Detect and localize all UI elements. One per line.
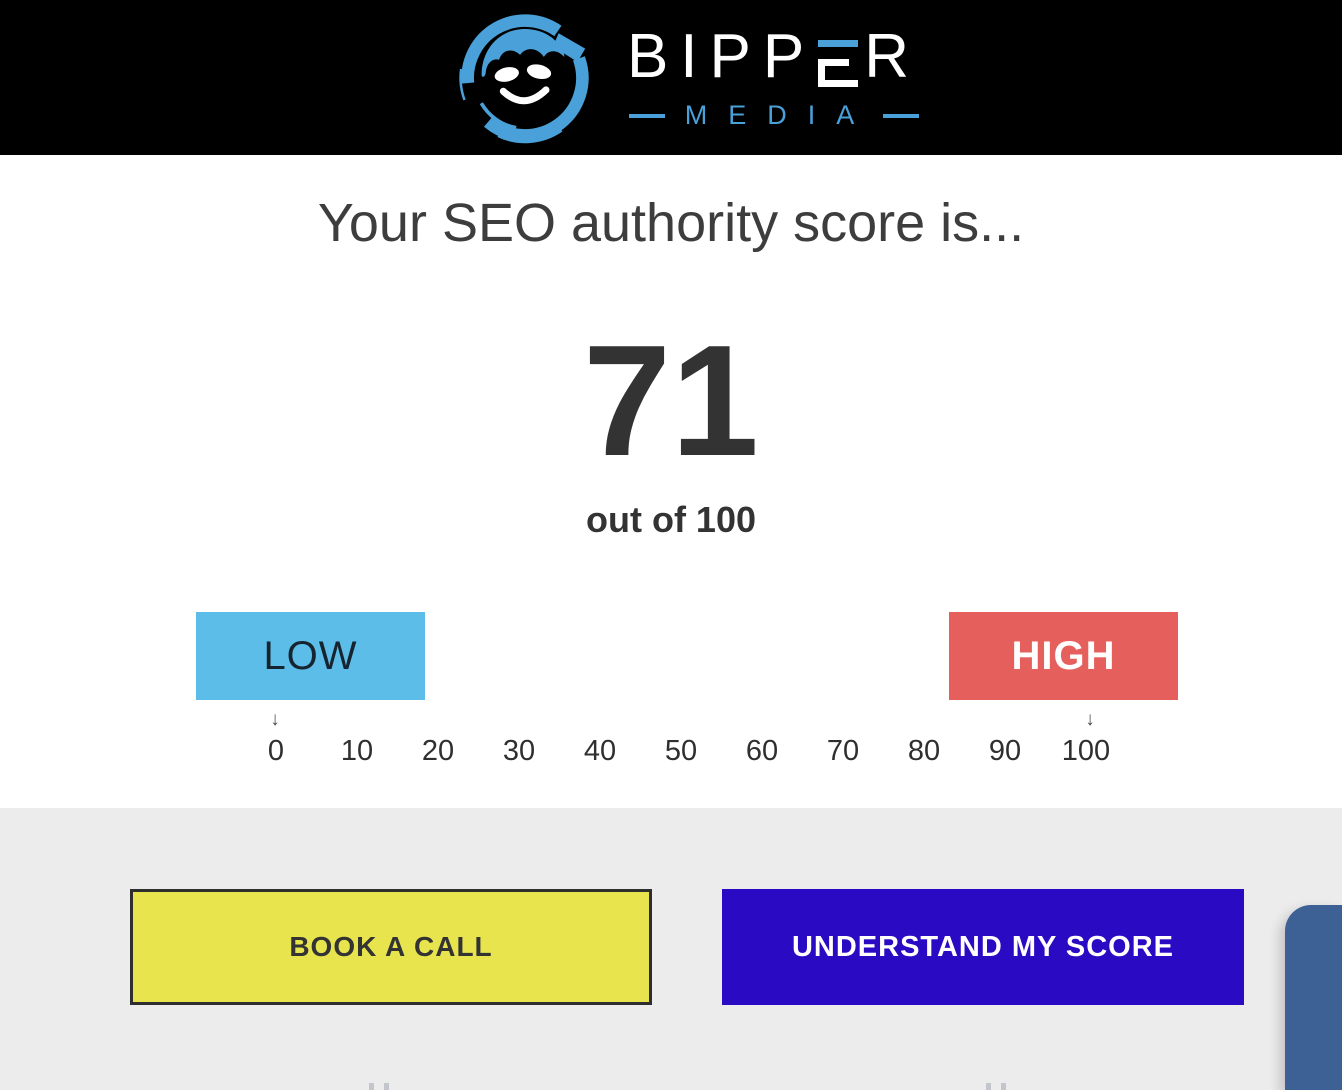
brand-subtitle: MEDIA xyxy=(684,100,876,130)
scale-tick: 60 xyxy=(745,735,779,767)
brand-name-suffix: R xyxy=(864,22,922,91)
scale-tick: 100 xyxy=(1061,735,1111,767)
subtitle-right-dash xyxy=(883,113,920,118)
cutoff-content-artifact xyxy=(369,1083,389,1090)
score-scale: LOW HIGH ↓ ↓ 0 10 20 30 40 50 60 70 80 9… xyxy=(196,612,1178,772)
logo-letter-e-icon xyxy=(818,40,859,87)
book-call-button[interactable]: BOOK A CALL xyxy=(130,889,652,1005)
score-heading: Your SEO authority score is... xyxy=(317,193,1025,253)
scale-tick: 90 xyxy=(988,735,1022,767)
subtitle-left-dash xyxy=(628,113,665,118)
scale-tick: 50 xyxy=(664,735,698,767)
brand-wordmark: BIPP R MEDIA xyxy=(627,26,921,129)
scale-tick: 10 xyxy=(340,735,374,767)
side-widget-tab[interactable] xyxy=(1285,905,1342,1090)
scale-ticks: 0 10 20 30 40 50 60 70 80 90 100 xyxy=(245,735,1117,768)
scale-tick: 30 xyxy=(502,735,536,767)
scale-tick: 0 xyxy=(267,735,285,767)
scale-tick: 70 xyxy=(826,735,860,767)
brand-subtitle-row: MEDIA xyxy=(628,100,920,130)
site-header: BIPP R MEDIA xyxy=(0,0,1342,155)
scale-tick: 80 xyxy=(907,735,941,767)
high-badge: HIGH xyxy=(949,612,1178,700)
score-caption: out of 100 xyxy=(585,499,756,540)
logo-face-icon xyxy=(459,13,589,143)
low-badge: LOW xyxy=(196,612,425,700)
score-value: 71 xyxy=(583,313,759,489)
scale-tick: 40 xyxy=(583,735,617,767)
scale-arrow-min-icon: ↓ xyxy=(270,709,280,730)
brand-name: BIPP R xyxy=(627,26,921,88)
understand-score-button[interactable]: UNDERSTAND MY SCORE xyxy=(722,889,1244,1005)
scale-tick: 20 xyxy=(421,735,455,767)
scale-arrow-max-icon: ↓ xyxy=(1085,709,1095,730)
brand-logo[interactable]: BIPP R MEDIA xyxy=(449,8,921,148)
cutoff-content-artifact xyxy=(986,1083,1006,1090)
brand-name-prefix: BIPP xyxy=(626,22,817,91)
